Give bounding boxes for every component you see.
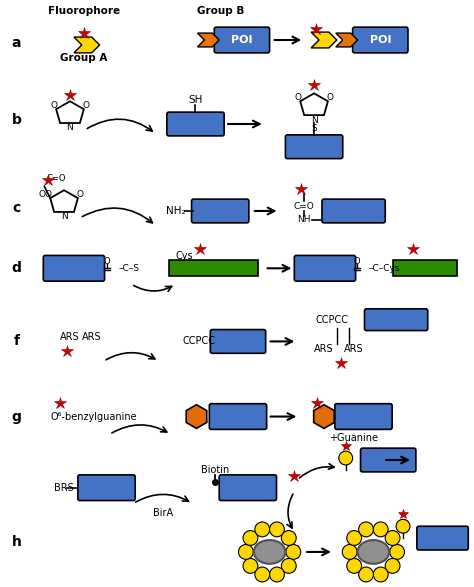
Text: Group B: Group B — [197, 6, 244, 16]
Circle shape — [390, 545, 404, 559]
Text: O: O — [39, 190, 46, 198]
Text: ARS: ARS — [344, 345, 364, 355]
Text: Cys: Cys — [176, 251, 193, 261]
Text: O: O — [353, 257, 360, 266]
Polygon shape — [336, 33, 357, 47]
Circle shape — [374, 522, 388, 537]
Bar — [393, 261, 457, 276]
FancyBboxPatch shape — [285, 135, 343, 158]
Text: ARS: ARS — [82, 332, 101, 342]
Polygon shape — [198, 33, 219, 47]
Text: –C–S: –C–S — [118, 264, 139, 273]
Text: ARS: ARS — [314, 345, 334, 355]
Text: –C–Cys: –C–Cys — [368, 264, 400, 273]
FancyBboxPatch shape — [210, 404, 267, 429]
Circle shape — [339, 451, 353, 465]
Text: C=O: C=O — [46, 174, 66, 183]
Text: O: O — [45, 190, 52, 198]
Text: BirA: BirA — [153, 508, 173, 518]
Circle shape — [243, 531, 258, 545]
Polygon shape — [186, 404, 207, 429]
Text: +Guanine: +Guanine — [329, 433, 378, 443]
Text: O: O — [103, 257, 110, 266]
Text: O: O — [295, 93, 302, 102]
Text: O: O — [76, 190, 83, 198]
Text: f: f — [14, 335, 19, 349]
Circle shape — [243, 558, 258, 573]
FancyBboxPatch shape — [417, 526, 468, 550]
Text: BRS: BRS — [54, 483, 74, 492]
Circle shape — [270, 567, 284, 582]
Circle shape — [374, 567, 388, 582]
Circle shape — [359, 567, 374, 582]
FancyBboxPatch shape — [335, 404, 392, 429]
FancyBboxPatch shape — [210, 329, 265, 353]
Circle shape — [238, 545, 253, 559]
Circle shape — [282, 558, 296, 573]
Circle shape — [286, 545, 301, 559]
Circle shape — [396, 519, 410, 533]
Text: N: N — [311, 116, 318, 124]
Text: POI: POI — [370, 35, 391, 45]
Polygon shape — [74, 37, 100, 53]
FancyBboxPatch shape — [353, 27, 408, 53]
Text: a: a — [12, 36, 21, 50]
Circle shape — [255, 522, 270, 537]
FancyBboxPatch shape — [78, 475, 135, 501]
Circle shape — [270, 522, 284, 537]
Text: Group A: Group A — [60, 53, 108, 63]
Text: Biotin: Biotin — [201, 465, 229, 475]
Text: CCPCC: CCPCC — [315, 315, 348, 325]
Text: Fluorophore: Fluorophore — [48, 6, 120, 16]
Text: CCPCC: CCPCC — [182, 336, 216, 346]
Circle shape — [359, 522, 374, 537]
Text: NH: NH — [298, 215, 311, 224]
FancyBboxPatch shape — [191, 199, 249, 223]
Text: S: S — [311, 124, 317, 133]
Polygon shape — [314, 404, 334, 429]
Text: O: O — [82, 101, 89, 110]
FancyBboxPatch shape — [294, 255, 356, 281]
Text: b: b — [12, 113, 21, 127]
Text: d: d — [12, 261, 21, 275]
Circle shape — [282, 531, 296, 545]
Circle shape — [385, 531, 400, 545]
Ellipse shape — [357, 540, 389, 564]
Text: g: g — [12, 410, 21, 424]
Text: h: h — [12, 535, 21, 549]
Text: SH: SH — [188, 95, 203, 105]
Bar — [169, 261, 258, 276]
Text: N: N — [61, 212, 67, 221]
Circle shape — [347, 531, 362, 545]
Circle shape — [347, 558, 362, 573]
FancyBboxPatch shape — [365, 309, 428, 330]
Text: N: N — [67, 123, 73, 133]
Text: POI: POI — [231, 35, 253, 45]
Circle shape — [342, 545, 357, 559]
Text: O⁶-benzylguanine: O⁶-benzylguanine — [50, 411, 137, 421]
Text: ARS: ARS — [60, 332, 80, 342]
Polygon shape — [311, 32, 337, 48]
FancyBboxPatch shape — [43, 255, 105, 281]
Ellipse shape — [254, 540, 285, 564]
FancyBboxPatch shape — [214, 27, 270, 53]
FancyBboxPatch shape — [361, 448, 416, 472]
FancyBboxPatch shape — [322, 199, 385, 223]
Text: O: O — [51, 101, 58, 110]
FancyBboxPatch shape — [219, 475, 276, 501]
Text: NH₂: NH₂ — [166, 206, 185, 216]
Circle shape — [255, 567, 270, 582]
Circle shape — [385, 558, 400, 573]
FancyBboxPatch shape — [167, 112, 224, 136]
Text: C=O: C=O — [294, 201, 315, 211]
Text: c: c — [12, 201, 21, 215]
Text: O: O — [327, 93, 333, 102]
